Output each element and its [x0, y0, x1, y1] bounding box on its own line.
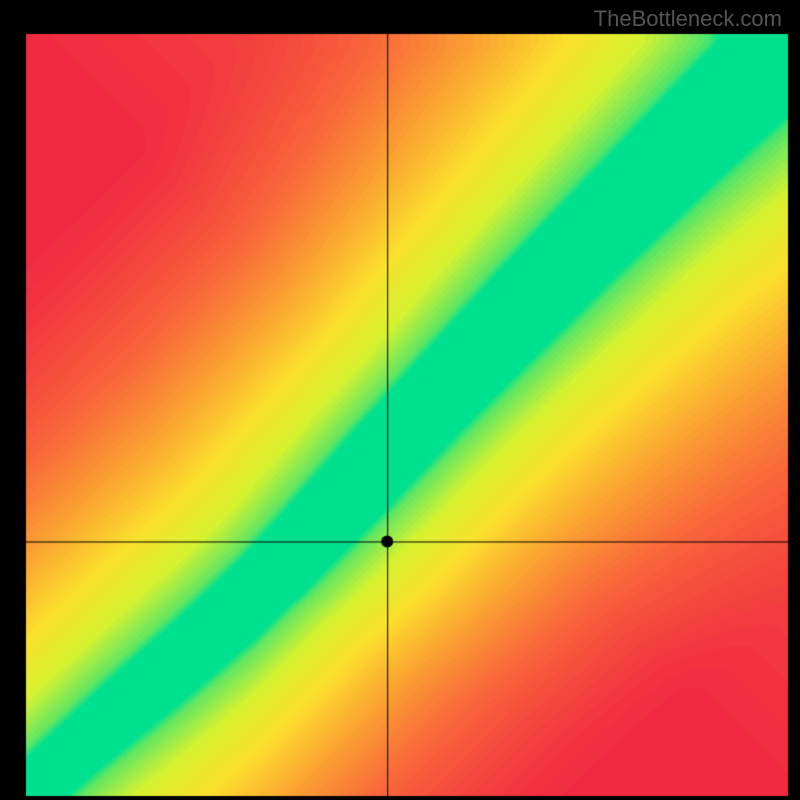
watermark-text: TheBottleneck.com [594, 6, 782, 32]
bottleneck-heatmap [0, 0, 800, 800]
chart-container: TheBottleneck.com [0, 0, 800, 800]
